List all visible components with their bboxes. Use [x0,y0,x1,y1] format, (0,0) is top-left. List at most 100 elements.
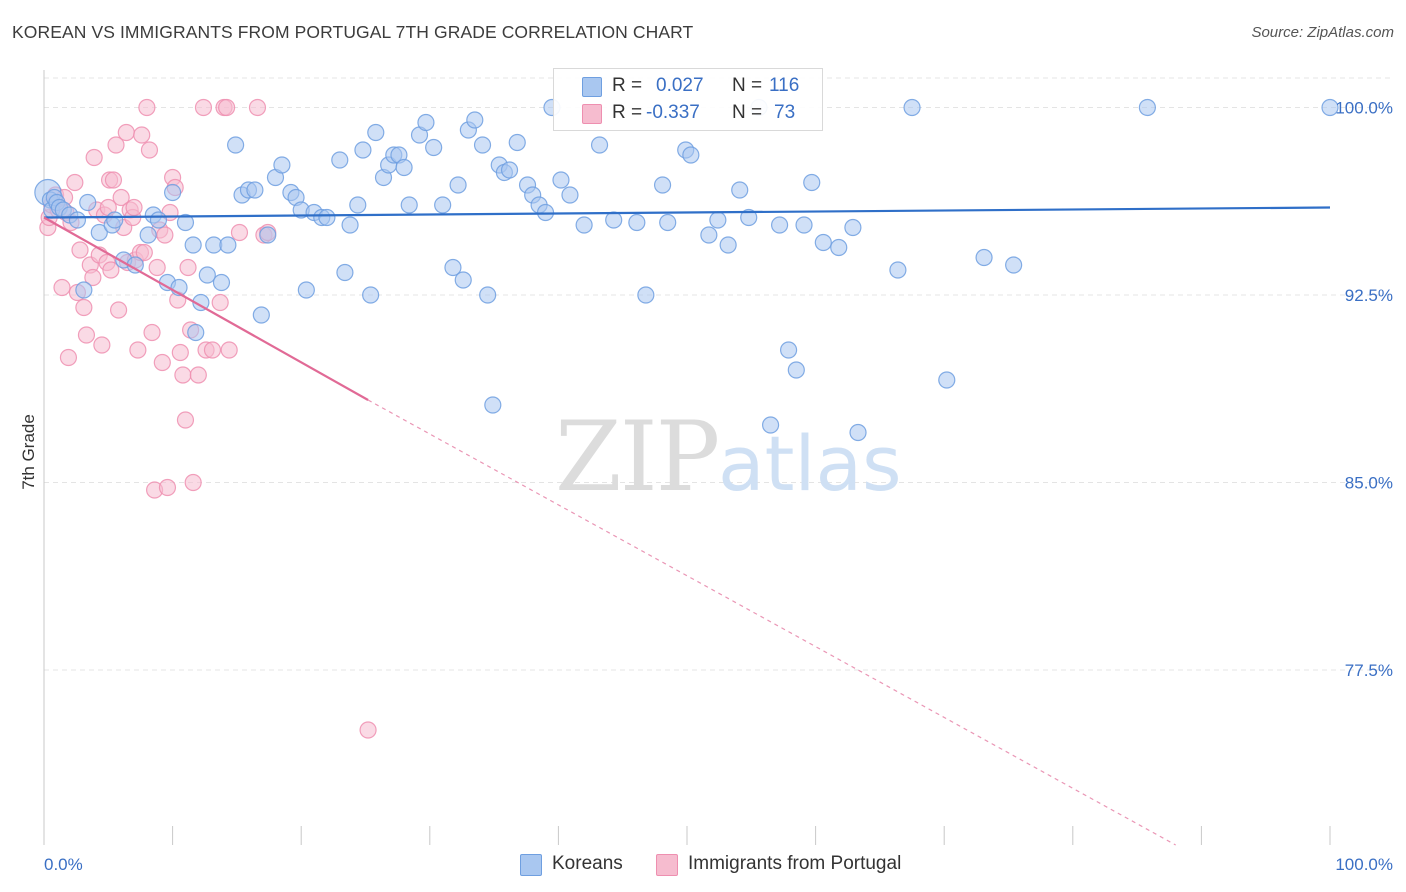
portugal-point [230,223,249,242]
portugal-point [77,326,96,344]
korean-point [466,111,484,129]
legend-row-koreans: R = 0.027 N = 116 [554,73,822,99]
portugal-point [176,411,195,429]
y-axis-label: 7th Grade [19,414,38,490]
korean-point [500,161,519,179]
y-tick-label: 77.5% [1345,661,1393,680]
korean-point [449,176,467,194]
portugal-point [158,478,177,497]
korean-point [653,176,672,194]
trend-lines [43,206,1331,846]
korean-point [219,236,237,254]
korean-point [454,271,472,289]
korean-point [803,173,821,192]
legend-n-label: N = [732,75,763,96]
korean-point [354,141,372,159]
korean-point [444,258,462,277]
portugal-point [75,298,93,317]
korean-point [590,136,609,154]
korean-point [187,323,205,342]
korean-point [473,136,492,154]
korean-point [198,266,216,284]
portugal-point [138,98,156,117]
portugal-point [129,341,147,359]
y-tick-label: 92.5% [1345,286,1393,305]
korean-point [938,371,956,389]
portugal-point [117,123,135,142]
watermark-zip: ZIP [555,401,718,513]
portugal-point [174,366,192,384]
stats-legend: R = 0.027 N = 116 R = -0.337 N = 73 [553,68,823,131]
korean-point [761,416,780,434]
korean-point [709,211,727,229]
data-points [34,98,1339,739]
legend-r-label: R = [612,102,643,123]
portugal-point [66,173,84,192]
portugal-point [104,171,123,189]
portugal-point [112,188,130,207]
portugal-point [93,336,111,354]
korean-point [975,248,993,267]
korean-point [731,181,749,199]
portugal-point [84,268,102,287]
korean-point [417,113,435,132]
korean-point [508,133,526,152]
korean-trend-line [43,206,1331,219]
korean-point [273,156,291,174]
korean-point [331,151,349,169]
portugal-point [140,141,159,159]
korean-point [479,286,497,304]
korean-point [795,216,813,234]
korean-point [106,211,124,229]
korean-point [434,196,452,214]
korean-point [561,186,579,204]
tick-labels: 100.0% 92.5% 85.0% 77.5% 0.0% 100.0% [44,99,1393,875]
korean-point [719,236,737,254]
korean-point [336,263,354,282]
grid-lines [44,77,1390,671]
korean-point [779,341,798,359]
korean-point [740,208,758,227]
portugal-point [218,98,236,117]
portugal-point [203,341,222,359]
legend-r-value: 0.027 [656,75,704,96]
portugal-point [107,136,125,154]
korean-point [814,233,832,252]
series-legend: Koreans Immigrants from Portugal [0,852,1406,878]
legend-swatch-portugal [582,104,602,124]
korean-point [139,226,157,244]
chart-title: KOREAN VS IMMIGRANTS FROM PORTUGAL 7TH G… [12,22,694,42]
portugal-point [194,98,213,117]
korean-point [68,211,87,229]
legend-n-value: 116 [769,75,800,96]
legend-n-value: 73 [774,102,796,123]
legend-label-koreans: Koreans [552,853,623,874]
korean-point [889,261,907,279]
korean-point [637,286,655,304]
portugal-point [53,278,71,297]
portugal-point [211,293,229,312]
y-tick-label: 100.0% [1335,99,1393,118]
korean-point [367,123,385,142]
korean-point [184,236,202,254]
portugal-point [171,343,189,362]
portugal-point [248,98,267,117]
legend-swatch-koreans [520,854,542,876]
korean-point [659,213,677,232]
portugal-point [133,126,151,144]
portugal-point [148,258,166,277]
watermark-atlas: atlas [718,419,902,508]
portugal-trend-extension [367,399,1176,846]
portugal-point [102,261,120,279]
korean-point [227,136,245,154]
legend-r-label: R = [612,75,643,96]
korean-point [575,216,593,234]
portugal-point [179,258,197,277]
korean-point [400,196,418,214]
korean-point [849,423,867,442]
portugal-point [59,348,78,367]
korean-point [90,223,108,242]
korean-point [246,181,264,199]
korean-point [176,213,195,232]
